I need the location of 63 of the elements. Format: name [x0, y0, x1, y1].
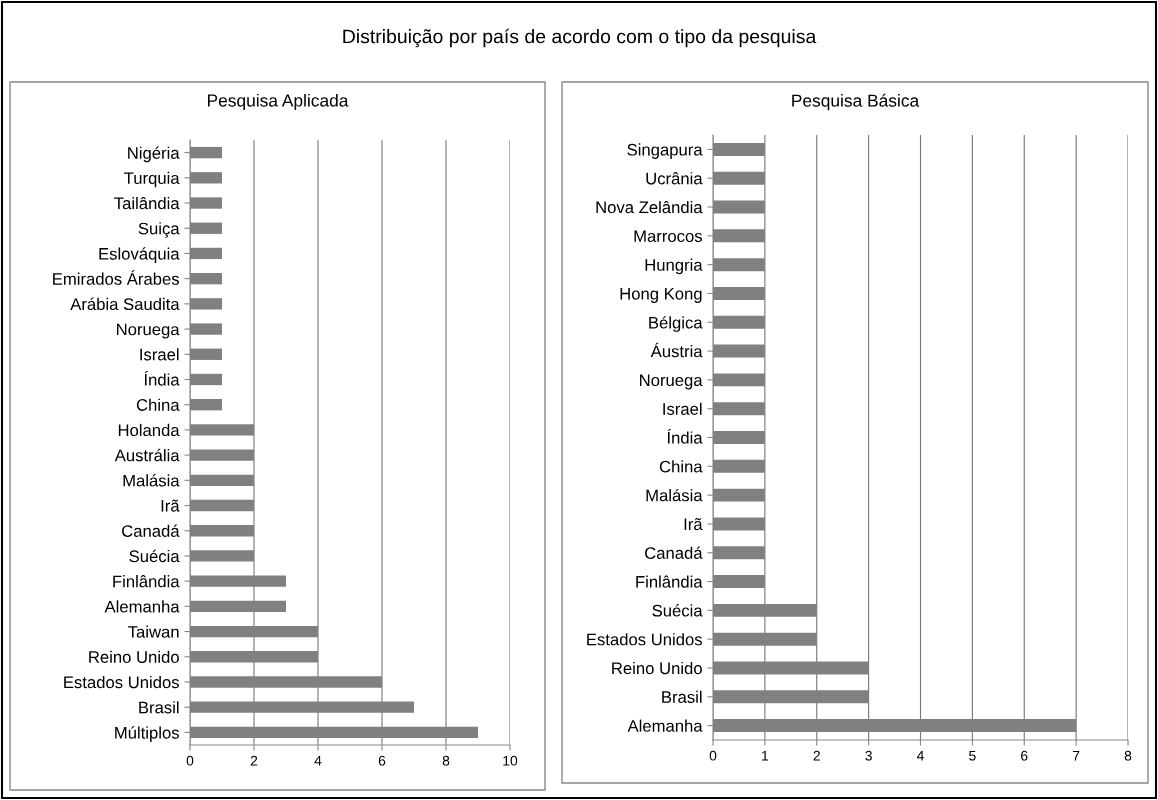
y-tick-label: Malásia [123, 474, 180, 487]
x-tick-label: 4 [916, 750, 924, 761]
y-tick-label: Israel [140, 348, 179, 361]
x-tick-label: 8 [1124, 750, 1132, 761]
y-tick-label: Arábia Saudita [70, 297, 180, 311]
y-tick-label: Bélgica [649, 316, 703, 332]
y-tick-label: Irã [161, 499, 180, 512]
y-tick-label: Noruega [640, 374, 703, 390]
x-tick-label: 3 [865, 750, 872, 761]
y-tick-label: Brasil [139, 701, 179, 714]
chart-title: Pesquisa Básica [792, 93, 920, 111]
y-tick-label: Canadá [122, 524, 180, 537]
x-tick-label: 6 [1021, 750, 1028, 761]
x-tick-label: 4 [314, 755, 322, 766]
y-tick-label: Taiwan [128, 625, 179, 638]
x-tick-label: 8 [442, 755, 450, 766]
y-tick-label: Noruega [117, 323, 180, 339]
y-tick-label: Nova Zelândia [596, 200, 703, 214]
y-tick-label: China [136, 398, 180, 411]
y-tick-label: Índia [667, 429, 703, 444]
y-tick-label: Alemanha [627, 719, 703, 732]
y-tick-label: Nigéria [128, 146, 180, 163]
y-tick-label: Suécia [129, 549, 180, 563]
x-tick-label: 0 [709, 750, 717, 761]
y-tick-label: Holanda [118, 423, 180, 437]
y-tick-label: Finlândia [113, 575, 180, 588]
y-tick-label: Canadá [645, 546, 703, 559]
y-tick-label: Estados Unidos [587, 633, 702, 646]
x-tick-label: 2 [250, 755, 258, 766]
y-tick-label: Malásia [646, 488, 703, 502]
y-tick-label: Alemanha [104, 600, 180, 613]
y-tick-label: Reino Unido [612, 661, 702, 675]
y-tick-label: Marrocos [634, 230, 702, 243]
x-tick-label: 1 [762, 750, 769, 761]
y-tick-label: Turquia [124, 171, 180, 188]
y-tick-label: Suécia [652, 604, 703, 617]
y-tick-label: Hong Kong [620, 288, 702, 303]
x-tick-label: 2 [813, 750, 820, 761]
y-tick-label: Emirados Árabes [53, 270, 179, 285]
y-tick-label: Eslováquia [99, 247, 180, 264]
y-tick-label: Índia [144, 371, 180, 386]
x-tick-label: 10 [503, 755, 518, 766]
y-tick-label: Suiça [138, 222, 180, 238]
y-tick-label: Áustria [650, 342, 703, 358]
y-tick-label: Estados Unidos [64, 675, 179, 689]
y-tick-label: Hungria [645, 258, 703, 275]
chart-title: Pesquisa Aplicada [207, 93, 349, 111]
x-tick-label: 0 [186, 755, 194, 766]
x-tick-label: 7 [1072, 750, 1080, 761]
y-tick-label: Tailândia [114, 196, 180, 210]
y-tick-label: Singapura [627, 143, 703, 159]
x-tick-label: 5 [969, 750, 976, 761]
x-tick-label: 6 [378, 755, 386, 766]
y-tick-label: Ucrânia [646, 172, 703, 185]
y-tick-label: Israel [663, 402, 702, 415]
y-tick-label: Irã [684, 518, 703, 531]
y-tick-label: Múltiplos [115, 726, 179, 742]
y-tick-label: China [659, 460, 703, 473]
y-tick-label: Austrália [114, 448, 180, 462]
text: Distribuição por país de acordo com o tipo da pesquisa [343, 28, 817, 48]
y-tick-label: Brasil [662, 690, 702, 703]
y-tick-label: Reino Unido [89, 650, 179, 663]
y-tick-label: Finlândia [636, 575, 703, 588]
